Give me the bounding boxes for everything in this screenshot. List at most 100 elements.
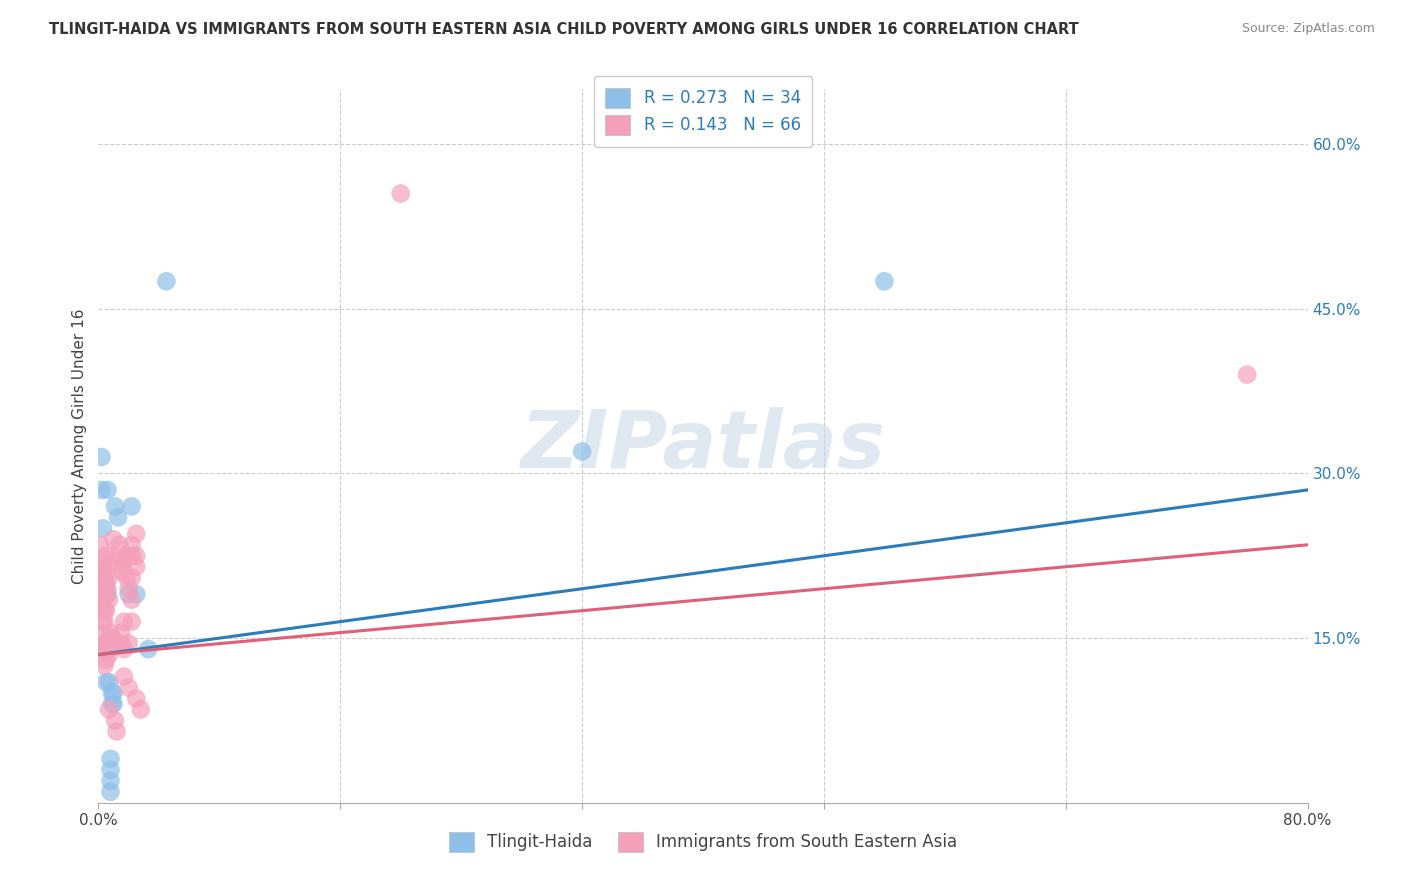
Point [121,592,143,607]
Point [93,604,115,618]
Point [103,533,125,547]
Point [125,549,148,563]
Point [100,763,122,777]
Point [104,500,127,514]
Point [118,587,141,601]
Point [155,274,177,288]
Point [100,752,122,766]
Point [94,549,117,563]
Point [90,483,112,497]
Point [89,642,111,657]
Point [91,521,114,535]
Point [129,702,152,716]
Point [93,576,115,591]
Point [118,637,141,651]
Point [91,615,114,629]
Point [93,554,115,568]
Point [111,559,134,574]
Point [121,571,143,585]
Point [112,642,135,657]
Text: TLINGIT-HAIDA VS IMMIGRANTS FROM SOUTH EASTERN ASIA CHILD POVERTY AMONG GIRLS UN: TLINGIT-HAIDA VS IMMIGRANTS FROM SOUTH E… [49,22,1078,37]
Point [98,571,121,585]
Point [90,582,112,596]
Point [121,500,143,514]
Point [103,549,125,563]
Point [114,549,136,563]
Point [101,631,124,645]
Point [104,714,127,728]
Point [100,785,122,799]
Point [91,642,114,657]
Point [91,637,114,651]
Text: ZIPatlas: ZIPatlas [520,407,886,485]
Y-axis label: Child Poverty Among Girls Under 16: Child Poverty Among Girls Under 16 [72,309,87,583]
Text: Source: ZipAtlas.com: Source: ZipAtlas.com [1241,22,1375,36]
Point [125,691,148,706]
Point [91,559,114,574]
Point [90,592,112,607]
Point [100,773,122,788]
Point [91,582,114,596]
Point [98,648,121,662]
Point [104,637,127,651]
Point [93,587,115,601]
Point [98,592,121,607]
Point [101,637,124,651]
Point [103,554,125,568]
Point [125,587,148,601]
Point [571,444,593,458]
Point [90,566,112,580]
Point [94,576,117,591]
Point [94,675,117,690]
Point [93,571,115,585]
Point [105,724,128,739]
Point [112,669,135,683]
Point [91,592,114,607]
Point [118,681,141,695]
Point [121,538,143,552]
Point [103,697,125,711]
Point [110,625,132,640]
Point [93,582,115,596]
Point [93,642,115,657]
Point [108,538,131,552]
Point [98,702,121,716]
Point [1236,368,1258,382]
Point [93,587,115,601]
Point [121,615,143,629]
Point [98,675,121,690]
Point [96,642,118,657]
Point [103,686,125,700]
Point [101,697,124,711]
Point [873,274,896,288]
Point [89,538,111,552]
Point [107,510,129,524]
Point [94,566,117,580]
Point [94,653,117,667]
Point [91,625,114,640]
Point [91,604,114,618]
Point [107,637,129,651]
Point [100,625,122,640]
Point [94,587,117,601]
Point [101,631,124,645]
Point [125,526,148,541]
Legend: Tlingit-Haida, Immigrants from South Eastern Asia: Tlingit-Haida, Immigrants from South Eas… [443,825,963,859]
Point [112,615,135,629]
Point [389,186,412,201]
Point [111,566,134,580]
Point [98,642,121,657]
Point [94,637,117,651]
Point [111,554,134,568]
Point [96,582,118,596]
Point [96,587,118,601]
Point [136,642,159,657]
Point [110,637,132,651]
Point [115,571,138,585]
Point [121,549,143,563]
Point [94,604,117,618]
Point [93,658,115,673]
Point [90,450,112,464]
Point [101,686,124,700]
Point [115,549,138,563]
